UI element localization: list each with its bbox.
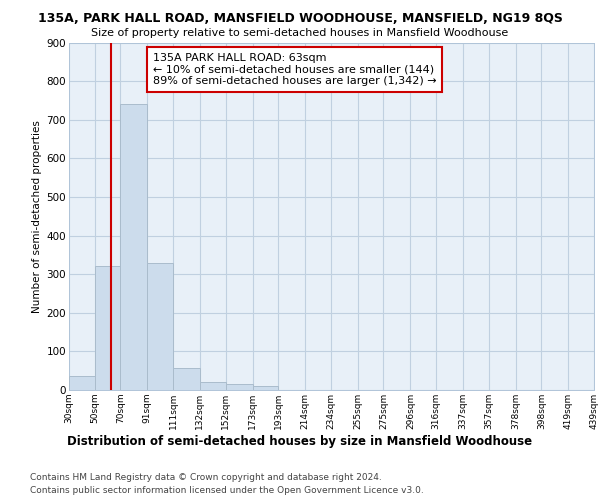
Text: Size of property relative to semi-detached houses in Mansfield Woodhouse: Size of property relative to semi-detach… [91,28,509,38]
Bar [95,266,121,390]
Bar [148,262,173,390]
Text: Contains HM Land Registry data © Crown copyright and database right 2024.: Contains HM Land Registry data © Crown c… [30,472,382,482]
Y-axis label: Number of semi-detached properties: Number of semi-detached properties [32,120,43,312]
Text: 135A, PARK HALL ROAD, MANSFIELD WOODHOUSE, MANSFIELD, NG19 8QS: 135A, PARK HALL ROAD, MANSFIELD WOODHOUS… [38,12,562,26]
Bar [173,368,200,390]
Bar [69,376,95,390]
Text: Contains public sector information licensed under the Open Government Licence v3: Contains public sector information licen… [30,486,424,495]
Bar [121,104,148,390]
Text: Distribution of semi-detached houses by size in Mansfield Woodhouse: Distribution of semi-detached houses by … [67,435,533,448]
Bar [226,384,253,390]
Text: 135A PARK HALL ROAD: 63sqm
← 10% of semi-detached houses are smaller (144)
89% o: 135A PARK HALL ROAD: 63sqm ← 10% of semi… [153,53,437,86]
Bar [253,386,278,390]
Bar [200,382,226,390]
